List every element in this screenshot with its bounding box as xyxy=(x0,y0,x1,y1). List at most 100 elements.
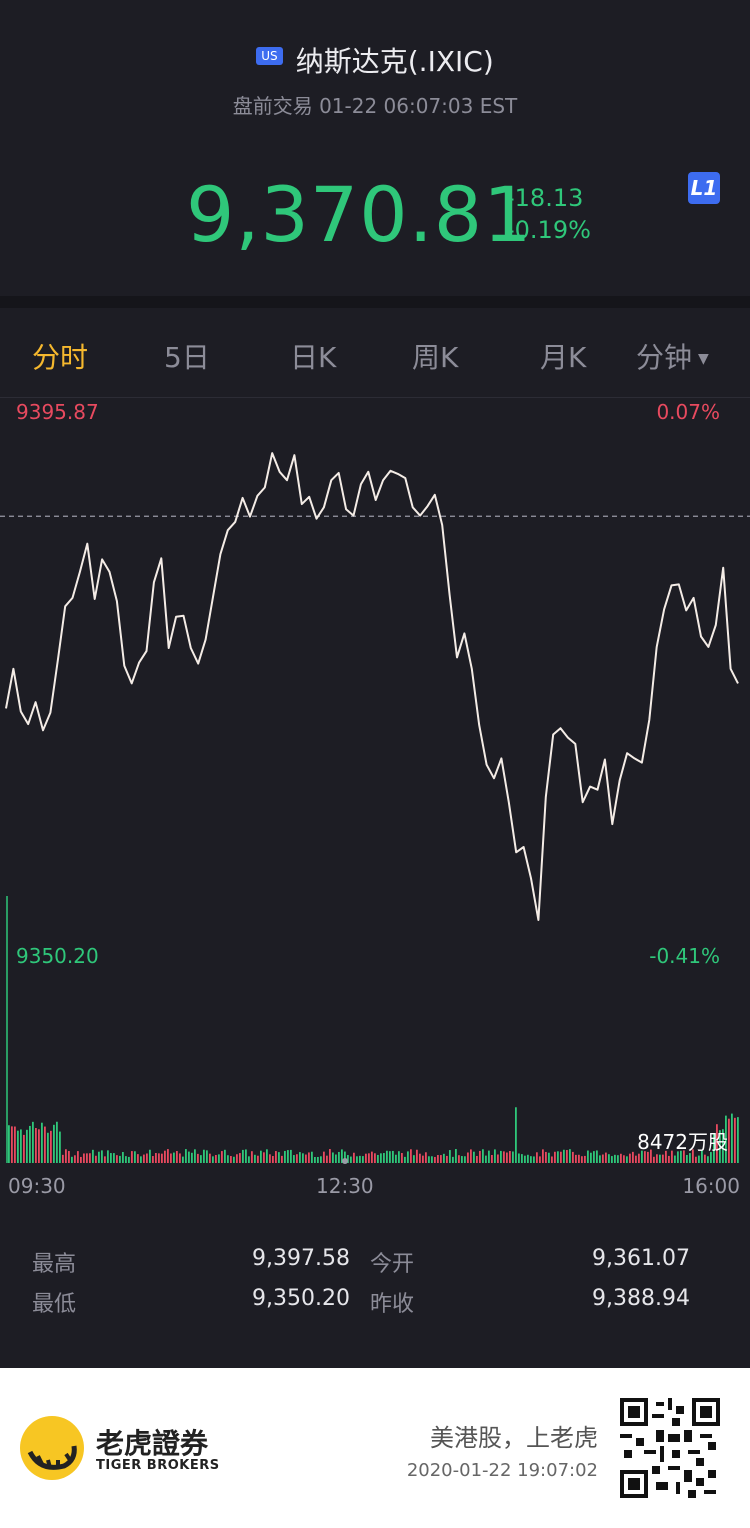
section-divider xyxy=(0,296,750,308)
volume-bar xyxy=(335,1154,337,1163)
share-footer: 老虎證券 TIGER BROKERS 美港股，上老虎 2020-01-22 19… xyxy=(0,1368,750,1528)
volume-bar xyxy=(143,1154,145,1163)
volume-bar xyxy=(101,1150,103,1163)
volume-bar xyxy=(425,1152,427,1163)
tab-weekly-k[interactable]: 周K xyxy=(412,341,459,374)
volume-bar xyxy=(464,1156,466,1163)
tab-intraday[interactable]: 分时 xyxy=(32,341,89,374)
time-axis-end: 16:00 xyxy=(682,1174,740,1198)
volume-bar xyxy=(92,1149,94,1163)
tab-daily-k[interactable]: 日K xyxy=(290,341,337,374)
volume-bar xyxy=(140,1156,142,1163)
volume-bar xyxy=(554,1151,556,1163)
volume-bar xyxy=(374,1153,376,1163)
volume-bar xyxy=(578,1154,580,1163)
volume-bar xyxy=(62,1154,64,1163)
volume-bar xyxy=(596,1150,598,1163)
stat-high-value: 9,397.58 xyxy=(252,1246,350,1271)
volume-bar xyxy=(35,1127,37,1163)
volume-bar xyxy=(17,1130,19,1163)
volume-bar xyxy=(338,1151,340,1163)
volume-bar xyxy=(581,1156,583,1163)
volume-bar xyxy=(200,1155,202,1163)
volume-bar xyxy=(662,1154,664,1163)
volume-bar xyxy=(671,1150,673,1163)
volume-bar xyxy=(605,1152,607,1163)
volume-bar xyxy=(203,1149,205,1163)
volume-bar xyxy=(209,1153,211,1163)
time-axis-mid: 12:30 xyxy=(316,1174,374,1198)
volume-bar xyxy=(599,1155,601,1163)
volume-bar xyxy=(569,1149,571,1163)
volume-bar xyxy=(212,1156,214,1163)
volume-bar xyxy=(680,1150,682,1163)
tab-5day[interactable]: 5日 xyxy=(164,341,210,374)
volume-bar xyxy=(182,1156,184,1163)
volume-bar xyxy=(137,1154,139,1163)
volume-bar xyxy=(122,1152,124,1163)
slogan: 美港股，上老虎 xyxy=(430,1424,598,1452)
volume-bar xyxy=(455,1149,457,1163)
volume-bar xyxy=(695,1156,697,1163)
volume-bar xyxy=(359,1155,361,1163)
volume-bar xyxy=(254,1154,256,1163)
last-price: 9,370.81 xyxy=(186,170,533,259)
volume-bar xyxy=(410,1149,412,1163)
volume-bar xyxy=(299,1152,301,1163)
volume-bar xyxy=(110,1153,112,1163)
volume-bar xyxy=(572,1151,574,1163)
volume-bar xyxy=(650,1149,652,1163)
volume-bar xyxy=(617,1155,619,1163)
volume-bar xyxy=(356,1156,358,1163)
volume-bar xyxy=(269,1154,271,1163)
volume-bar xyxy=(83,1153,85,1163)
volume-bar xyxy=(515,1107,517,1163)
volume-bar xyxy=(131,1151,133,1163)
volume-bar xyxy=(161,1153,163,1163)
volume-bar xyxy=(389,1151,391,1163)
volume-bar xyxy=(536,1152,538,1163)
volume-bar xyxy=(476,1155,478,1163)
volume-bar xyxy=(167,1149,169,1163)
level-one-badge[interactable]: L1 xyxy=(688,172,720,204)
volume-bar xyxy=(407,1151,409,1163)
volume-bar xyxy=(422,1155,424,1163)
volume-bar xyxy=(128,1156,130,1163)
volume-bar xyxy=(494,1149,496,1163)
volume-bar xyxy=(29,1125,31,1163)
volume-bar xyxy=(365,1153,367,1163)
volume-bar xyxy=(134,1151,136,1163)
volume-bar xyxy=(290,1149,292,1163)
price-change-percent: -0.19% xyxy=(506,216,591,244)
volume-bar xyxy=(323,1151,325,1163)
volume-bar xyxy=(152,1156,154,1163)
price-line xyxy=(5,452,739,921)
volume-bar xyxy=(566,1150,568,1163)
intraday-chart[interactable]: 9395.87 0.07% 9350.20 -0.41% 8472万股 09:3… xyxy=(0,398,750,1208)
volume-bar xyxy=(392,1150,394,1163)
volume-bar xyxy=(11,1126,13,1163)
volume-bar xyxy=(518,1153,520,1163)
volume-bar xyxy=(272,1156,274,1163)
tab-minute[interactable]: 分钟 ▼ xyxy=(636,336,709,376)
volume-bar xyxy=(23,1134,25,1163)
volume-bar xyxy=(641,1150,643,1163)
volume-bar xyxy=(245,1149,247,1163)
volume-bar xyxy=(266,1149,268,1163)
volume-bar xyxy=(713,1133,715,1163)
volume-bar xyxy=(545,1151,547,1163)
volume-bar xyxy=(56,1121,58,1163)
volume-bar xyxy=(278,1152,280,1163)
tab-monthly-k[interactable]: 月K xyxy=(540,341,587,374)
volume-bar xyxy=(551,1156,553,1163)
volume-bar xyxy=(503,1151,505,1163)
volume-bar xyxy=(158,1153,160,1163)
stat-prev-close-value: 9,388.94 xyxy=(592,1286,690,1311)
volume-bar xyxy=(260,1150,262,1163)
volume-bar xyxy=(608,1154,610,1163)
volume-bar xyxy=(68,1151,70,1163)
volume-bar xyxy=(584,1155,586,1163)
chart-low-percent: -0.41% xyxy=(649,944,720,968)
volume-bar xyxy=(77,1151,79,1163)
volume-bar xyxy=(512,1151,514,1163)
